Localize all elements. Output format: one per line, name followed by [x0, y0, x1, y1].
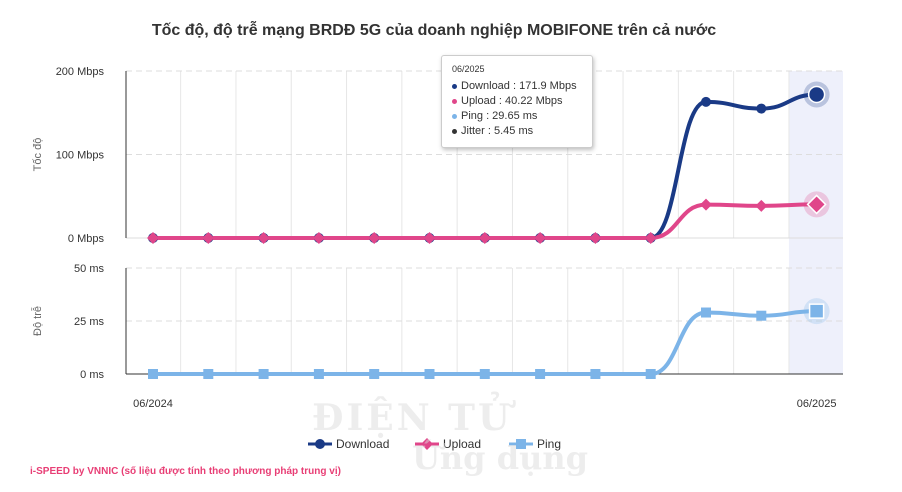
data-point-upload — [147, 232, 159, 244]
tooltip-jitter-text: Jitter : 5.45 ms — [461, 125, 534, 137]
data-point-upload — [806, 194, 827, 215]
legend-circle-icon — [308, 439, 332, 449]
tooltip-row-jitter: Jitter : 5.45 ms — [452, 124, 582, 139]
legend-label-upload: Upload — [443, 437, 482, 451]
x-tick-label: 06/2025 — [797, 398, 837, 410]
data-point-upload — [700, 198, 712, 211]
data-point-ping — [756, 310, 767, 321]
data-point-ping — [590, 369, 601, 379]
y-tick-label: 25 ms — [74, 316, 104, 328]
legend-square-icon — [509, 439, 533, 449]
y-axis-title: Độ trễ — [31, 306, 44, 336]
data-tooltip: 06/2025 Download : 171.9 Mbps Upload : 4… — [441, 55, 593, 148]
legend-item-ping[interactable]: Ping — [509, 436, 561, 452]
download-dot-icon — [452, 83, 457, 89]
y-tick-label: 0 Mbps — [68, 233, 105, 245]
upload-dot-icon — [452, 98, 457, 104]
y-tick-label: 0 ms — [80, 369, 104, 381]
data-point-upload — [202, 232, 215, 244]
legend-label-ping: Ping — [537, 437, 562, 451]
legend-label-download: Download — [336, 437, 390, 451]
y-tick-label: 100 Mbps — [56, 150, 105, 162]
data-point-upload — [534, 232, 547, 244]
y-tick-label: 200 Mbps — [56, 66, 105, 78]
highlight-band — [788, 71, 843, 374]
tooltip-row-upload: Upload : 40.22 Mbps — [452, 94, 582, 109]
tooltip-row-ping: Ping : 29.65 ms — [452, 109, 582, 124]
data-point-upload — [644, 232, 657, 244]
data-point-ping — [148, 369, 158, 379]
ping-dot-icon — [452, 113, 457, 119]
data-point-download — [807, 85, 826, 104]
data-point-upload — [368, 232, 381, 244]
chart-title: Tốc độ, độ trễ mạng BRDĐ 5G của doanh ng… — [151, 22, 717, 39]
data-point-ping — [258, 369, 269, 379]
legend-item-upload[interactable]: Upload — [415, 436, 481, 452]
x-tick-label: 06/2024 — [133, 398, 173, 410]
data-point-ping — [645, 369, 656, 379]
data-point-ping — [535, 369, 546, 379]
data-point-upload — [257, 232, 270, 244]
data-point-ping — [424, 369, 435, 379]
source-credit: i-SPEED by VNNIC (số liệu được tính theo… — [30, 466, 341, 477]
jitter-dot-icon — [452, 128, 457, 134]
y-tick-label: 50 ms — [74, 263, 104, 275]
tooltip-upload-text: Upload : 40.22 Mbps — [461, 95, 563, 107]
data-point-download — [701, 96, 711, 107]
tooltip-ping-text: Ping : 29.65 ms — [461, 110, 538, 122]
data-point-upload — [478, 232, 491, 244]
data-point-upload — [312, 232, 325, 244]
data-point-download — [756, 103, 767, 114]
data-point-ping — [701, 307, 711, 318]
data-point-upload — [755, 199, 768, 212]
tooltip-download-text: Download : 171.9 Mbps — [461, 80, 577, 92]
data-point-upload — [589, 232, 602, 244]
data-point-ping — [479, 369, 490, 379]
data-point-ping — [369, 369, 380, 379]
tooltip-header: 06/2025 — [452, 64, 485, 74]
data-point-upload — [423, 232, 436, 244]
y-axis-title: Tốc độ — [32, 138, 44, 172]
legend-diamond-icon — [415, 438, 439, 450]
legend-item-download[interactable]: Download — [308, 436, 389, 452]
tooltip-row-download: Download : 171.9 Mbps — [452, 79, 582, 94]
data-point-ping — [313, 369, 324, 379]
data-point-ping — [808, 303, 825, 319]
data-point-ping — [203, 369, 214, 379]
marker-layer — [147, 81, 830, 379]
